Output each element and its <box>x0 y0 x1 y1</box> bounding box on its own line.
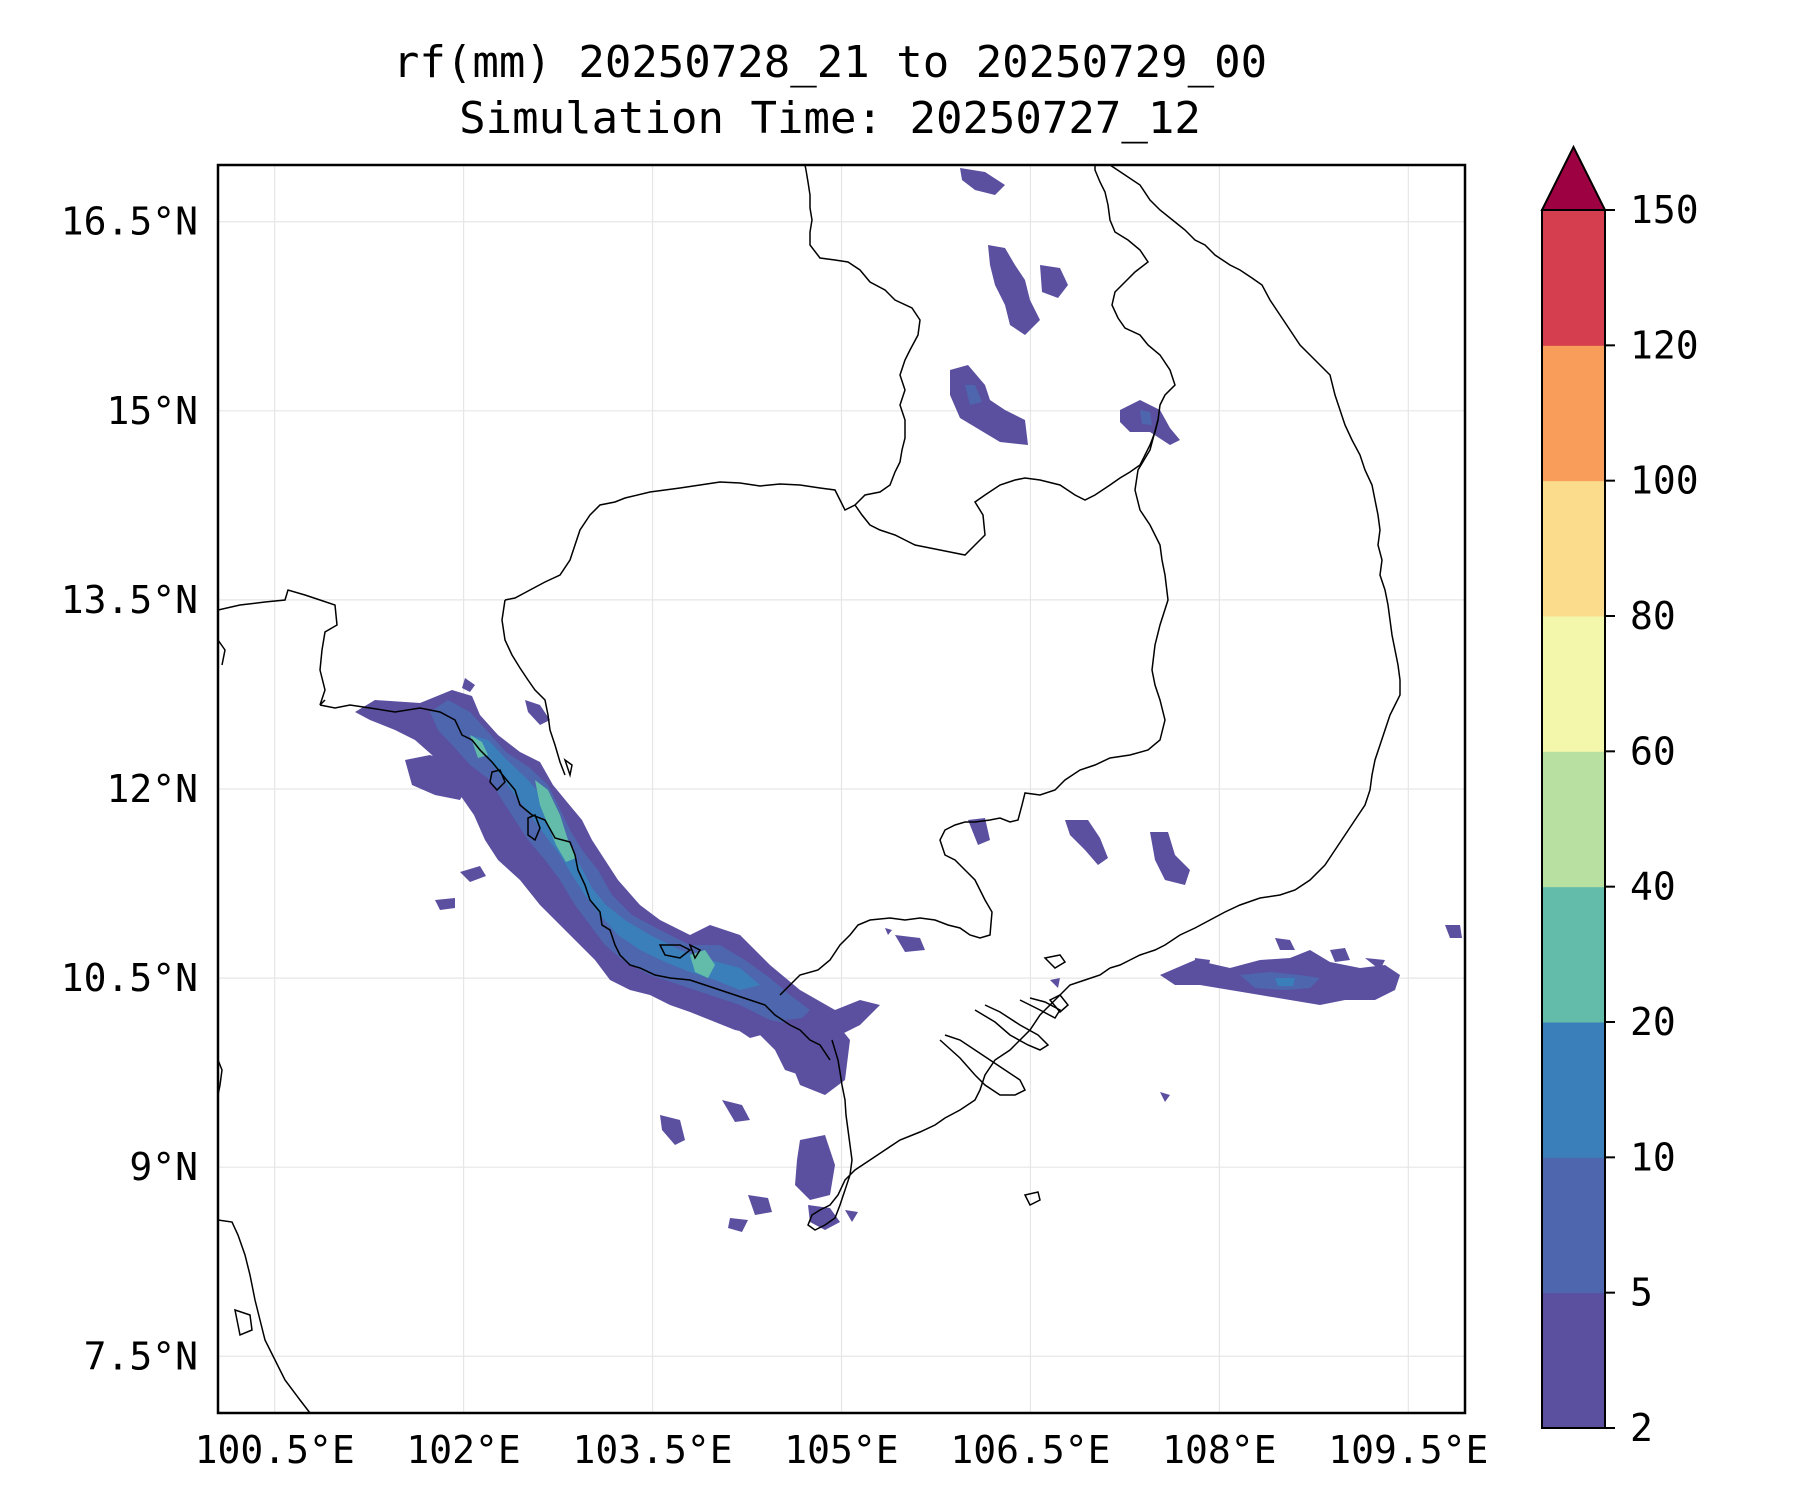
colorbar-extend-triangle <box>1540 144 1607 211</box>
rain-cell-laos4-core <box>965 385 982 405</box>
colorbar-bin <box>1542 480 1605 617</box>
rain-cell-laos2 <box>1040 265 1068 298</box>
rainfall-contours <box>355 168 1462 1232</box>
rain-band-east-core <box>1275 978 1295 986</box>
coastlines-borders <box>218 165 1401 1413</box>
rain-band-gulf-core3 <box>470 735 488 758</box>
colorbar-tick-label: 5 <box>1630 1271 1653 1315</box>
colorbar-tick-label: 120 <box>1630 323 1699 367</box>
lon-tick-label: 103.5°E <box>572 1428 732 1472</box>
latitude-tick-labels: 16.5°N 15°N 13.5°N 12°N 10.5°N 9°N 7.5°N <box>61 200 198 1379</box>
rain-cell-east-b <box>1275 938 1295 950</box>
rain-cell-west2 <box>460 866 486 882</box>
rain-cell-east-c <box>1330 948 1350 962</box>
lon-tick-label: 108°E <box>1162 1428 1276 1472</box>
colorbar-bin <box>1542 210 1605 346</box>
colorbar-bin <box>1542 1292 1605 1429</box>
rain-cell-laos1 <box>988 245 1040 335</box>
rain-cell-delta8 <box>732 1015 772 1038</box>
colorbar-tick-label: 60 <box>1630 729 1676 773</box>
lat-tick-label: 7.5°N <box>84 1334 198 1378</box>
rain-cell-vn1-core <box>1140 410 1152 425</box>
rain-cell-delta9 <box>845 1210 858 1222</box>
rain-cell-east-h <box>1050 978 1060 988</box>
map-frame <box>216 163 1467 1415</box>
rain-cell-dl2 <box>1065 820 1108 865</box>
lon-tick-label: 106.5°E <box>950 1428 1110 1472</box>
lat-tick-label: 15°N <box>106 389 198 433</box>
lat-tick-label: 10.5°N <box>61 956 198 1000</box>
colorbar-tick-label: 2 <box>1630 1406 1653 1450</box>
colorbar-bin <box>1542 1157 1605 1294</box>
colorbar-bin <box>1542 616 1605 752</box>
colorbar-tick-label: 100 <box>1630 459 1699 503</box>
rain-cell-west1 <box>405 755 468 800</box>
lat-tick-label: 16.5°N <box>61 200 198 244</box>
map-title-line2: Simulation Time: 20250727_12 <box>459 93 1201 144</box>
lon-tick-label: 105°E <box>784 1428 898 1472</box>
lat-tick-label: 13.5°N <box>61 578 198 622</box>
rain-cell-dl3 <box>1150 832 1190 885</box>
map-title-line1: rf(mm) 20250728_21 to 20250729_00 <box>392 37 1268 88</box>
rain-cell-delta6 <box>660 1115 685 1145</box>
rain-cell-west3 <box>435 898 455 910</box>
rain-cell-se2 <box>885 928 892 935</box>
lon-tick-label: 109.5°E <box>1328 1428 1488 1472</box>
colorbar-bin <box>1542 345 1605 482</box>
lon-tick-label: 102°E <box>406 1428 520 1472</box>
rain-cell-laos3 <box>960 168 1005 195</box>
colorbar-tick-label: 80 <box>1630 594 1676 638</box>
colorbar-frame <box>1541 209 1606 1429</box>
rain-cell-delta1 <box>785 1015 850 1095</box>
rain-cell-delta2 <box>795 1135 835 1200</box>
colorbar-bin <box>1542 1022 1605 1158</box>
lat-tick-label: 9°N <box>129 1145 198 1189</box>
rain-cell-delta5 <box>728 1218 748 1232</box>
longitude-tick-labels: 100.5°E 102°E 103.5°E 105°E 106.5°E 108°E 109.… <box>195 1428 1489 1472</box>
colorbar-tick-label: 40 <box>1630 865 1676 909</box>
map-gridlines <box>218 165 1465 1413</box>
colorbar-tick-label: 150 <box>1630 188 1699 232</box>
rain-cell-delta4 <box>748 1195 772 1215</box>
lat-tick-label: 12°N <box>106 767 198 811</box>
rain-cell-east-g <box>1330 975 1352 987</box>
colorbar-tick-label: 10 <box>1630 1135 1676 1179</box>
colorbar-bin <box>1542 886 1605 1023</box>
rain-cell-delta7 <box>722 1100 750 1122</box>
rain-cell-east-a <box>1195 958 1210 970</box>
rain-cell-delta3 <box>808 1205 840 1230</box>
lon-tick-label: 100.5°E <box>195 1428 355 1472</box>
rain-cell-east-f <box>1160 1092 1170 1102</box>
rain-cell-tiny1 <box>462 678 475 692</box>
rain-cell-north-gulf <box>525 700 550 725</box>
colorbar-bin <box>1542 751 1605 888</box>
rain-cell-east-e <box>1445 925 1462 938</box>
rain-cell-west4 <box>487 820 505 840</box>
rain-cell-dl1 <box>968 818 990 845</box>
colorbar-tick-label: 20 <box>1630 1000 1676 1044</box>
rain-cell-east-d <box>1365 958 1385 970</box>
colorbar: 2 5 10 20 40 60 80 100 120 150 <box>1540 144 1699 1450</box>
rain-cell-se1 <box>895 935 925 952</box>
rain-cell-laos4 <box>950 365 1028 445</box>
